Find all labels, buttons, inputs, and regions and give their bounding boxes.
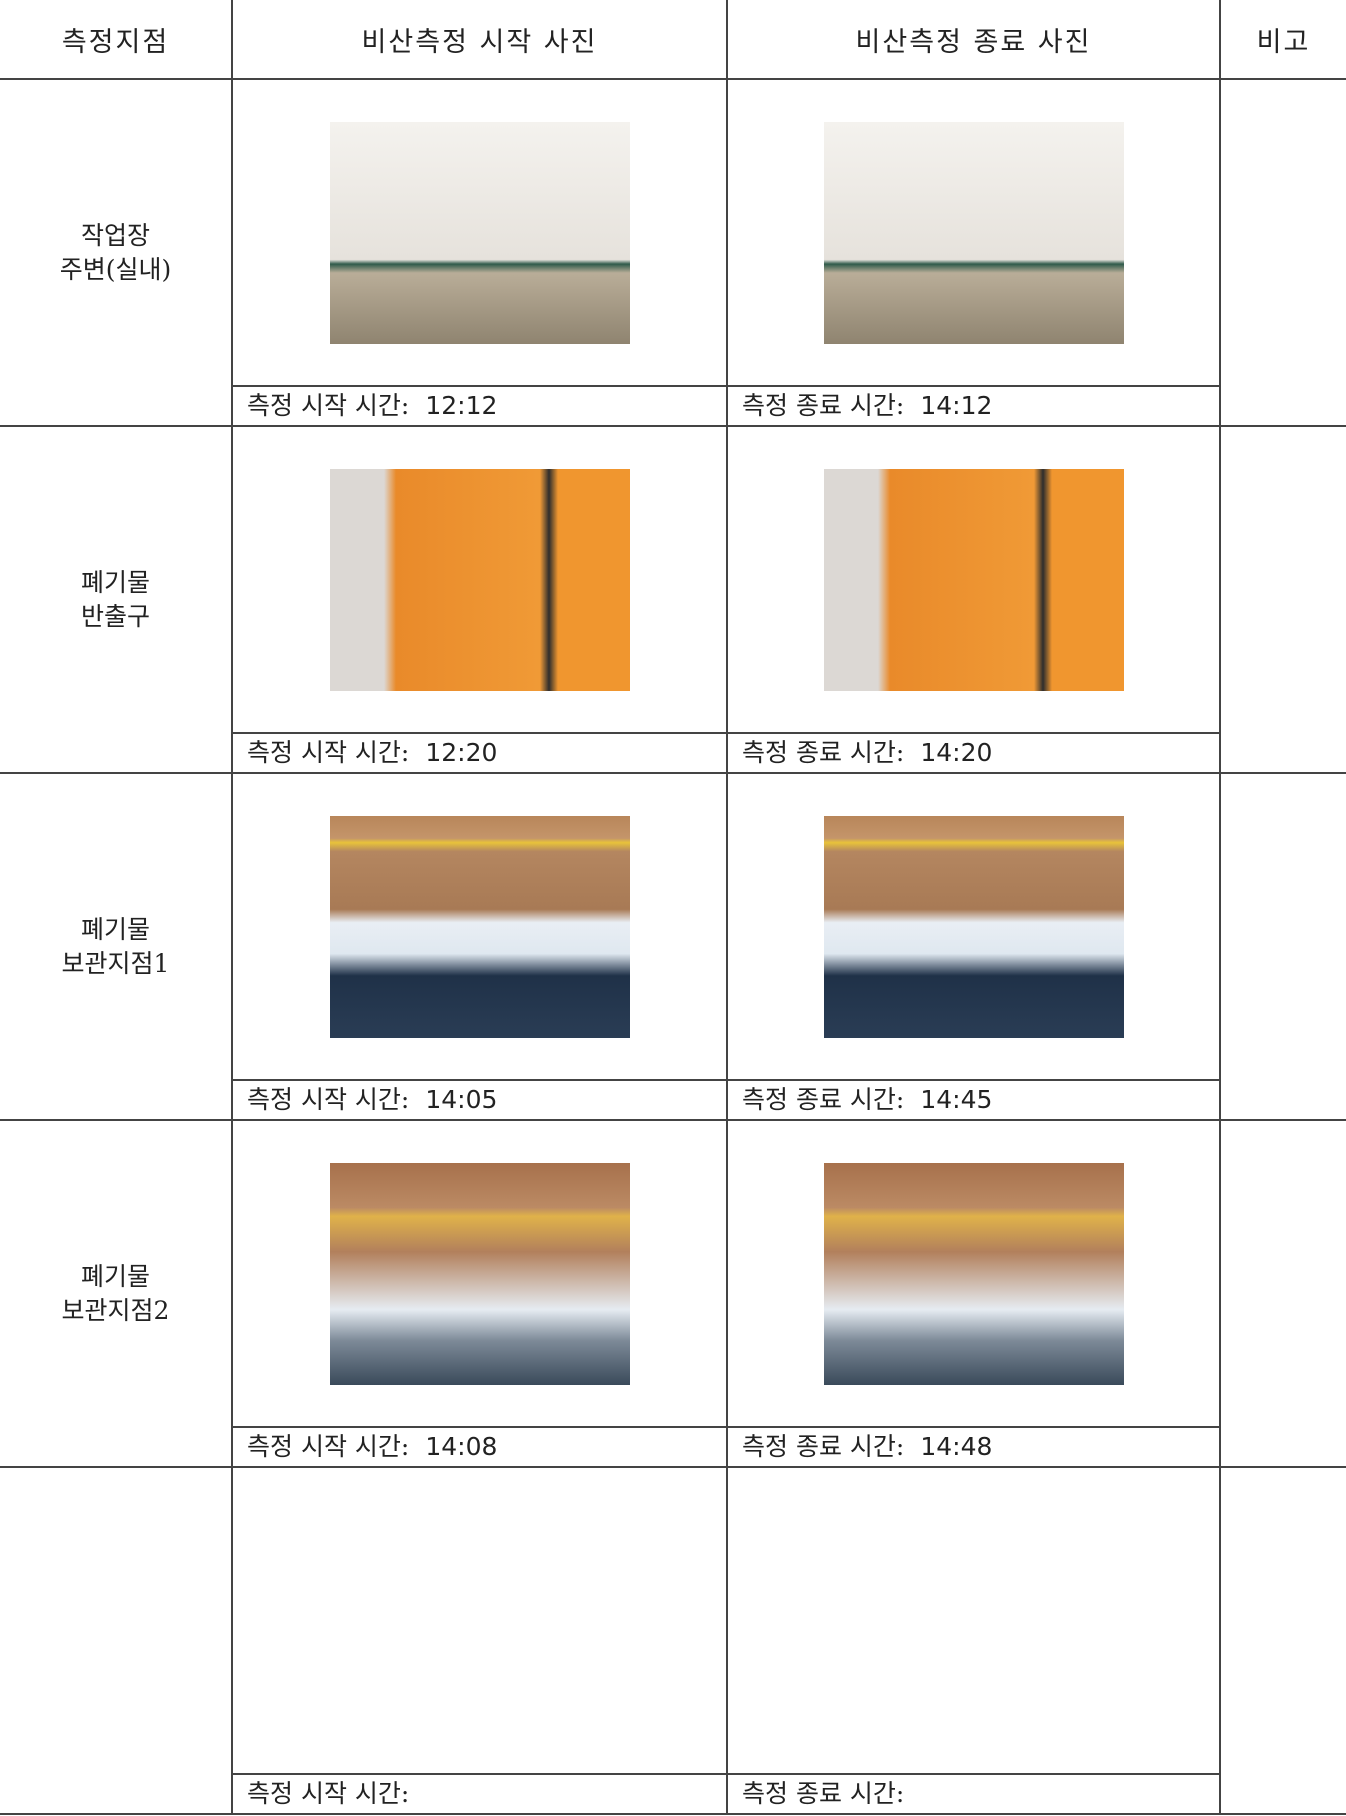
header-row: 측정지점 비산측정 시작 사진 비산측정 종료 사진 비고 xyxy=(0,0,1346,80)
location-text: 보관지점1 xyxy=(61,948,170,978)
photo-cell: 측정 시작 시간: xyxy=(231,1466,728,1815)
photo-area xyxy=(728,1121,1219,1428)
photo-cell: 측정 시작 시간: 12:20 xyxy=(231,425,728,774)
note-cell xyxy=(1219,1119,1346,1468)
location-text: 보관지점2 xyxy=(61,1295,170,1325)
photo-area xyxy=(728,80,1219,387)
time-caption: 측정 시작 시간: 14:08 xyxy=(233,1428,726,1466)
note-cell xyxy=(1219,772,1346,1121)
time-caption: 측정 종료 시간: 14:20 xyxy=(728,734,1219,772)
time-label: 측정 종료 시간: xyxy=(742,1779,905,1808)
time-label: 측정 종료 시간: xyxy=(742,391,905,420)
header-cell: 비산측정 시작 사진 xyxy=(231,0,728,80)
photo xyxy=(329,121,630,344)
note-cell xyxy=(1219,78,1346,427)
time-value: 14:08 xyxy=(425,1432,498,1461)
photo-cell: 측정 시작 시간: 14:08 xyxy=(231,1119,728,1468)
time-caption: 측정 시작 시간: xyxy=(233,1775,726,1813)
photo xyxy=(329,815,630,1038)
photo-cell: 측정 시작 시간: 12:12 xyxy=(231,78,728,427)
photo xyxy=(823,1162,1124,1385)
header-cell: 측정지점 xyxy=(0,0,233,80)
time-caption: 측정 시작 시간: 12:20 xyxy=(233,734,726,772)
photo-cell: 측정 종료 시간: xyxy=(726,1466,1221,1815)
photo-area xyxy=(728,774,1219,1081)
photo xyxy=(823,468,1124,691)
photo-area xyxy=(233,427,726,734)
time-caption: 측정 종료 시간: 14:48 xyxy=(728,1428,1219,1466)
location-text: 폐기물 xyxy=(80,567,150,597)
photo-area xyxy=(728,427,1219,734)
time-value: 14:20 xyxy=(920,738,993,767)
photo-cell: 측정 종료 시간: 14:45 xyxy=(726,772,1221,1121)
time-value: 14:12 xyxy=(920,391,993,420)
photo-cell: 측정 시작 시간: 14:05 xyxy=(231,772,728,1121)
time-value: 14:05 xyxy=(425,1085,498,1114)
location-text: 작업장 xyxy=(80,220,150,250)
time-value: 12:20 xyxy=(425,738,498,767)
location-cell xyxy=(0,1466,233,1815)
photo xyxy=(329,1162,630,1385)
time-label: 측정 종료 시간: xyxy=(742,1085,905,1114)
time-value: 14:48 xyxy=(920,1432,993,1461)
table-row: 측정 시작 시간: 측정 종료 시간: xyxy=(0,1466,1346,1815)
location-text: 주변(실내) xyxy=(59,254,172,284)
location-text: 반출구 xyxy=(80,601,150,631)
photo-area xyxy=(233,80,726,387)
photo-cell: 측정 종료 시간: 14:12 xyxy=(726,78,1221,427)
location-text: 폐기물 xyxy=(80,914,150,944)
time-caption: 측정 종료 시간: xyxy=(728,1775,1219,1813)
photo-area xyxy=(233,774,726,1081)
note-cell xyxy=(1219,1466,1346,1815)
note-cell xyxy=(1219,425,1346,774)
photo-area xyxy=(728,1468,1219,1775)
header-cell: 비고 xyxy=(1219,0,1346,80)
time-label: 측정 시작 시간: xyxy=(247,1432,410,1461)
photo xyxy=(823,121,1124,344)
header-cell: 비산측정 종료 사진 xyxy=(726,0,1221,80)
time-label: 측정 종료 시간: xyxy=(742,738,905,767)
photo-area xyxy=(233,1468,726,1775)
time-value: 14:45 xyxy=(920,1085,993,1114)
time-label: 측정 시작 시간: xyxy=(247,1085,410,1114)
time-label: 측정 종료 시간: xyxy=(742,1432,905,1461)
photo xyxy=(823,815,1124,1038)
time-caption: 측정 종료 시간: 14:12 xyxy=(728,387,1219,425)
time-caption: 측정 시작 시간: 12:12 xyxy=(233,387,726,425)
time-caption: 측정 시작 시간: 14:05 xyxy=(233,1081,726,1119)
time-label: 측정 시작 시간: xyxy=(247,738,410,767)
photo-cell: 측정 종료 시간: 14:20 xyxy=(726,425,1221,774)
time-value: 12:12 xyxy=(425,391,498,420)
photo-area xyxy=(233,1121,726,1428)
time-label: 측정 시작 시간: xyxy=(247,391,410,420)
photo-cell: 측정 종료 시간: 14:48 xyxy=(726,1119,1221,1468)
time-caption: 측정 종료 시간: 14:45 xyxy=(728,1081,1219,1119)
photo xyxy=(329,468,630,691)
location-text: 폐기물 xyxy=(80,1261,150,1291)
time-label: 측정 시작 시간: xyxy=(247,1779,410,1808)
